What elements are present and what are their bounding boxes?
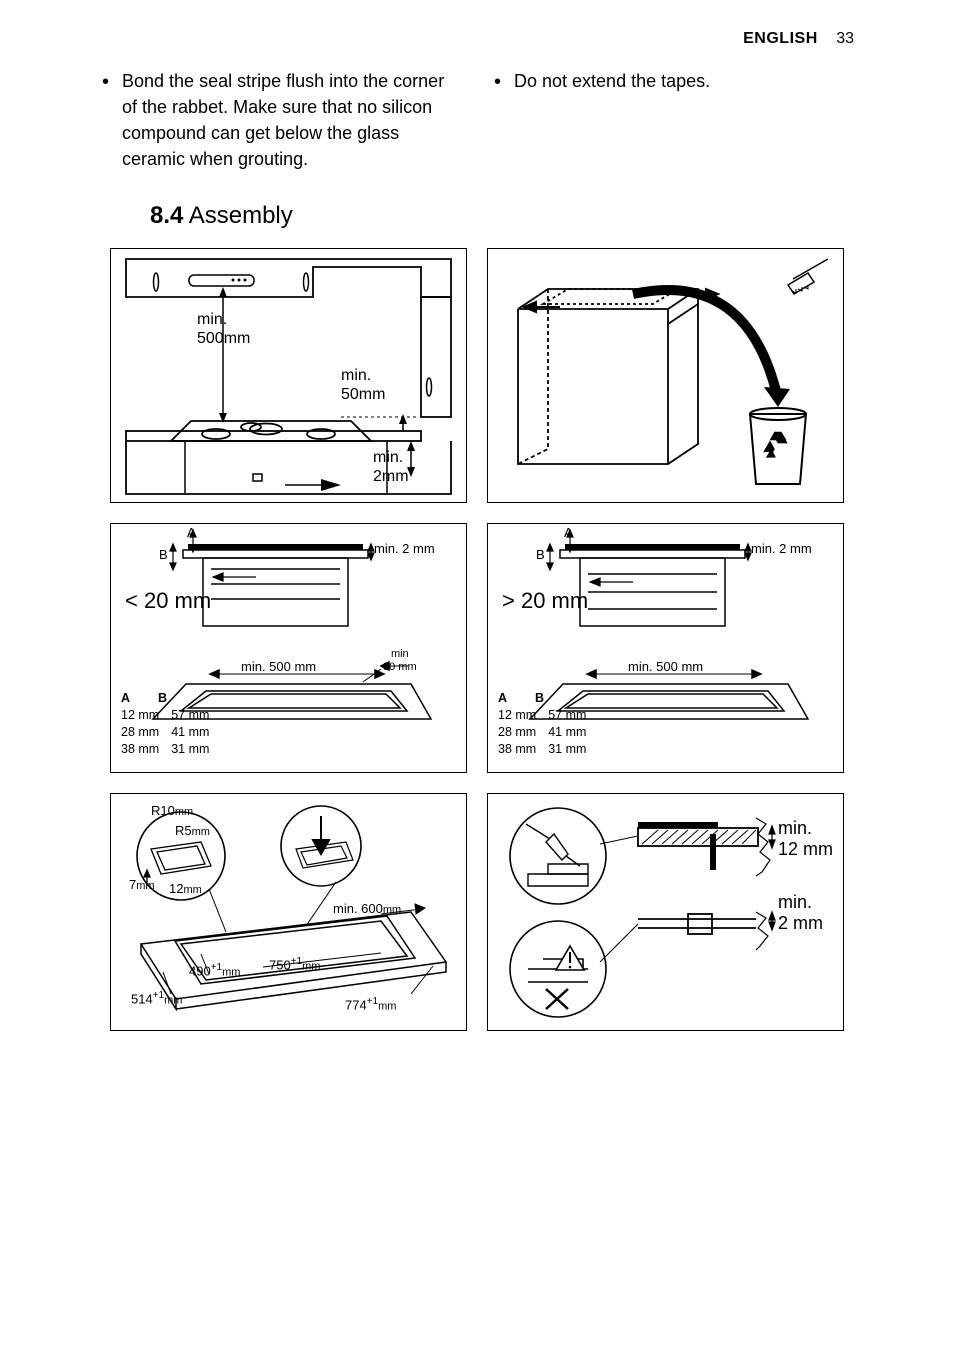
diagram-cabinet-cutout bbox=[487, 248, 844, 503]
bullet-no-extend: Do not extend the tapes. bbox=[514, 68, 854, 94]
dim-table-lt20: A B 12 mm 57 mm 28 mm 41 mm 38 mm 31 mm bbox=[121, 690, 209, 758]
td4-3a: 38 mm bbox=[498, 741, 536, 758]
right-column: Do not extend the tapes. bbox=[492, 68, 854, 178]
td4-1a: 12 mm bbox=[498, 707, 536, 724]
label-r10: R10mm bbox=[151, 804, 193, 819]
diagram-clearances: min. 500mm min. 50mm min. 2mm bbox=[110, 248, 467, 503]
instruction-columns: Bond the seal stripe flush into the corn… bbox=[100, 68, 854, 178]
td4-3b: 31 mm bbox=[548, 741, 586, 758]
label-min2-4: min. 2 mm bbox=[751, 542, 812, 557]
left-column: Bond the seal stripe flush into the corn… bbox=[100, 68, 462, 178]
label-min30: min 30 mm bbox=[383, 648, 417, 673]
label-514: 514+1mm bbox=[131, 990, 182, 1007]
label-min500-4: min. 500 mm bbox=[628, 660, 703, 675]
td-2a: 28 mm bbox=[121, 724, 159, 741]
td-3b: 31 mm bbox=[171, 741, 209, 758]
label-490: 490+1mm bbox=[189, 962, 240, 979]
td-1b: 57 mm bbox=[171, 707, 209, 724]
diagram-sealant: min. 12 mm min. 2 mm bbox=[487, 793, 844, 1031]
label-cond-lt20: < 20 mm bbox=[125, 588, 211, 613]
diagram-cutout-dims: R10mm R5mm 7mm 12mm min. 600mm 490+1mm 7… bbox=[110, 793, 467, 1031]
label-A-4: A bbox=[564, 526, 573, 541]
td4-2a: 28 mm bbox=[498, 724, 536, 741]
label-min-50: min. 50mm bbox=[341, 367, 385, 404]
th-B4: B bbox=[535, 690, 544, 707]
diagram-grid: min. 500mm min. 50mm min. 2mm bbox=[100, 248, 854, 1031]
dim-table-gt20: A B 12 mm 57 mm 28 mm 41 mm 38 mm 31 mm bbox=[498, 690, 586, 758]
label-774: 774+1mm bbox=[345, 996, 396, 1013]
label-cond-gt20: > 20 mm bbox=[502, 588, 588, 613]
label-r5: R5mm bbox=[175, 824, 210, 839]
td4-2b: 41 mm bbox=[548, 724, 586, 741]
section-heading: 8.4 Assembly bbox=[150, 202, 854, 230]
bullet-list-left: Bond the seal stripe flush into the corn… bbox=[100, 68, 462, 172]
page-header: ENGLISH 33 bbox=[100, 30, 854, 48]
language-label: ENGLISH bbox=[743, 30, 818, 47]
section-title: Assembly bbox=[189, 202, 293, 229]
td-3a: 38 mm bbox=[121, 741, 159, 758]
diagram-lt-20mm: A B min. 2 mm < 20 mm min. 500 mm min 30… bbox=[110, 523, 467, 773]
th-A: A bbox=[121, 690, 130, 707]
bullet-seal-stripe: Bond the seal stripe flush into the corn… bbox=[122, 68, 462, 172]
label-750: 750+1mm bbox=[269, 956, 320, 973]
label-B: B bbox=[159, 548, 168, 563]
label-min2: min. 2 mm bbox=[374, 542, 435, 557]
td4-1b: 57 mm bbox=[548, 707, 586, 724]
td-1a: 12 mm bbox=[121, 707, 159, 724]
clearance-svg bbox=[111, 249, 471, 504]
cutout-svg bbox=[488, 249, 848, 504]
th-A4: A bbox=[498, 690, 507, 707]
label-7mm: 7mm bbox=[129, 878, 155, 893]
label-min600: min. 600mm bbox=[333, 902, 401, 917]
bullet-list-right: Do not extend the tapes. bbox=[492, 68, 854, 94]
td-2b: 41 mm bbox=[171, 724, 209, 741]
label-min-500: min. 500mm bbox=[197, 311, 250, 348]
label-min-2: min. 2mm bbox=[373, 449, 409, 486]
label-B-4: B bbox=[536, 548, 545, 563]
diagram-gt-20mm: A B min. 2 mm > 20 mm min. 500 mm A B 12 … bbox=[487, 523, 844, 773]
label-12mm: 12mm bbox=[169, 882, 202, 897]
section-number: 8.4 bbox=[150, 202, 183, 229]
th-B: B bbox=[158, 690, 167, 707]
label-min2-6: min. 2 mm bbox=[778, 892, 823, 933]
page-number: 33 bbox=[836, 30, 854, 47]
label-A: A bbox=[187, 526, 196, 541]
label-min500: min. 500 mm bbox=[241, 660, 316, 675]
label-min12: min. 12 mm bbox=[778, 818, 833, 859]
